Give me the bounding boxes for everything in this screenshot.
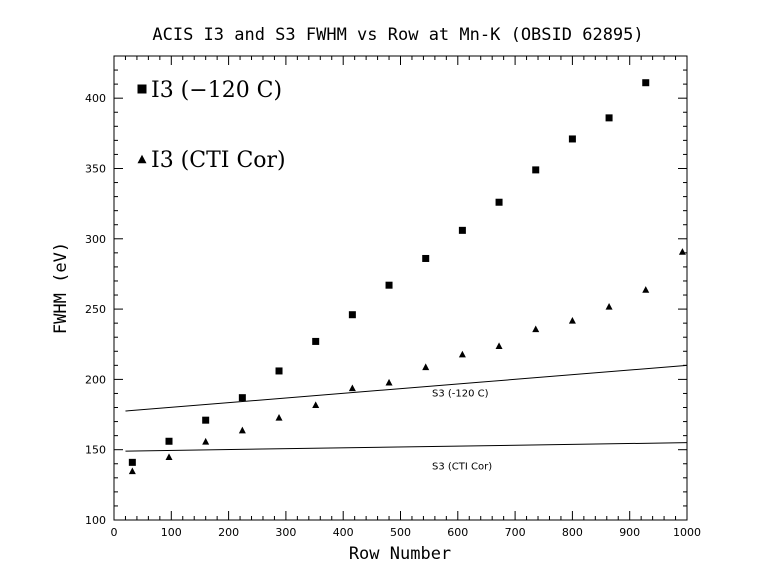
data-point-triangle — [495, 342, 503, 349]
data-point-triangle — [202, 437, 210, 445]
data-point-square — [202, 416, 210, 424]
data-point-square — [348, 311, 356, 319]
x-tick-label: 300 — [275, 526, 296, 539]
x-tick-label: 1000 — [673, 526, 701, 539]
legend-label: I3 (−120 C) — [151, 78, 282, 103]
x-tick-label: 800 — [562, 526, 583, 539]
data-point-triangle — [568, 317, 576, 324]
data-point-triangle — [532, 325, 540, 333]
data-point-square — [312, 337, 320, 345]
data-point-square — [137, 84, 147, 94]
data-point-square — [422, 254, 430, 262]
x-tick-label: 900 — [619, 526, 640, 539]
y-tick-label: 150 — [85, 444, 106, 457]
x-tick-label: 0 — [111, 526, 118, 539]
data-point-triangle — [137, 154, 147, 164]
y-tick-label: 100 — [85, 514, 106, 527]
data-point-triangle — [642, 286, 650, 293]
data-point-triangle — [385, 378, 393, 386]
x-tick-label: 600 — [447, 526, 468, 539]
reference-line — [125, 364, 688, 412]
data-point-triangle — [312, 401, 320, 409]
x-axis-label: Row Number — [349, 544, 451, 564]
y-tick-label: 350 — [85, 162, 106, 175]
x-tick-label: 400 — [333, 526, 354, 539]
data-point-square — [165, 437, 173, 445]
data-point-square — [238, 394, 246, 402]
data-point-triangle — [165, 453, 173, 461]
data-point-triangle — [458, 350, 466, 358]
data-point-square — [458, 226, 466, 234]
data-point-square — [568, 135, 576, 143]
data-point-square — [128, 458, 136, 466]
data-point-triangle — [678, 248, 686, 255]
reference-lines: S3 (-120 C) S3 (CTI Cor) — [125, 364, 688, 472]
data-point-triangle — [605, 302, 613, 310]
chart-title: ACIS I3 and S3 FWHM vs Row at Mn-K (OBSI… — [152, 25, 643, 45]
data-point-square — [275, 367, 283, 375]
reference-line-label: S3 (CTI Cor) — [432, 461, 492, 472]
x-tick-label: 200 — [218, 526, 239, 539]
y-tick-label: 200 — [85, 373, 106, 386]
y-tick-label: 300 — [85, 233, 106, 246]
data-point-triangle — [238, 426, 246, 434]
y-axis-label: FWHM (eV) — [51, 242, 71, 334]
data-point-triangle — [128, 467, 136, 475]
legend-label: I3 (CTI Cor) — [151, 148, 286, 173]
data-points — [128, 79, 686, 475]
x-tick-label: 700 — [505, 526, 526, 539]
y-axis-ticks: 100 150 200 250 300 350 400 — [85, 55, 687, 527]
data-point-square — [532, 166, 540, 174]
y-tick-label: 400 — [85, 92, 106, 105]
legend: I3 (−120 C) I3 (CTI Cor) — [137, 78, 286, 173]
data-point-triangle — [348, 384, 356, 392]
y-tick-label: 250 — [85, 303, 106, 316]
data-point-square — [642, 79, 650, 87]
data-point-triangle — [275, 414, 283, 421]
reference-line-label: S3 (-120 C) — [432, 388, 489, 399]
data-point-square — [385, 281, 393, 289]
data-point-square — [605, 114, 613, 122]
x-axis-ticks: 0 100 200 300 400 500 600 700 800 900 1000 — [111, 56, 701, 539]
data-point-triangle — [422, 363, 430, 371]
reference-line — [125, 442, 688, 452]
x-tick-label: 500 — [390, 526, 411, 539]
data-point-square — [495, 198, 503, 206]
x-tick-label: 100 — [161, 526, 182, 539]
